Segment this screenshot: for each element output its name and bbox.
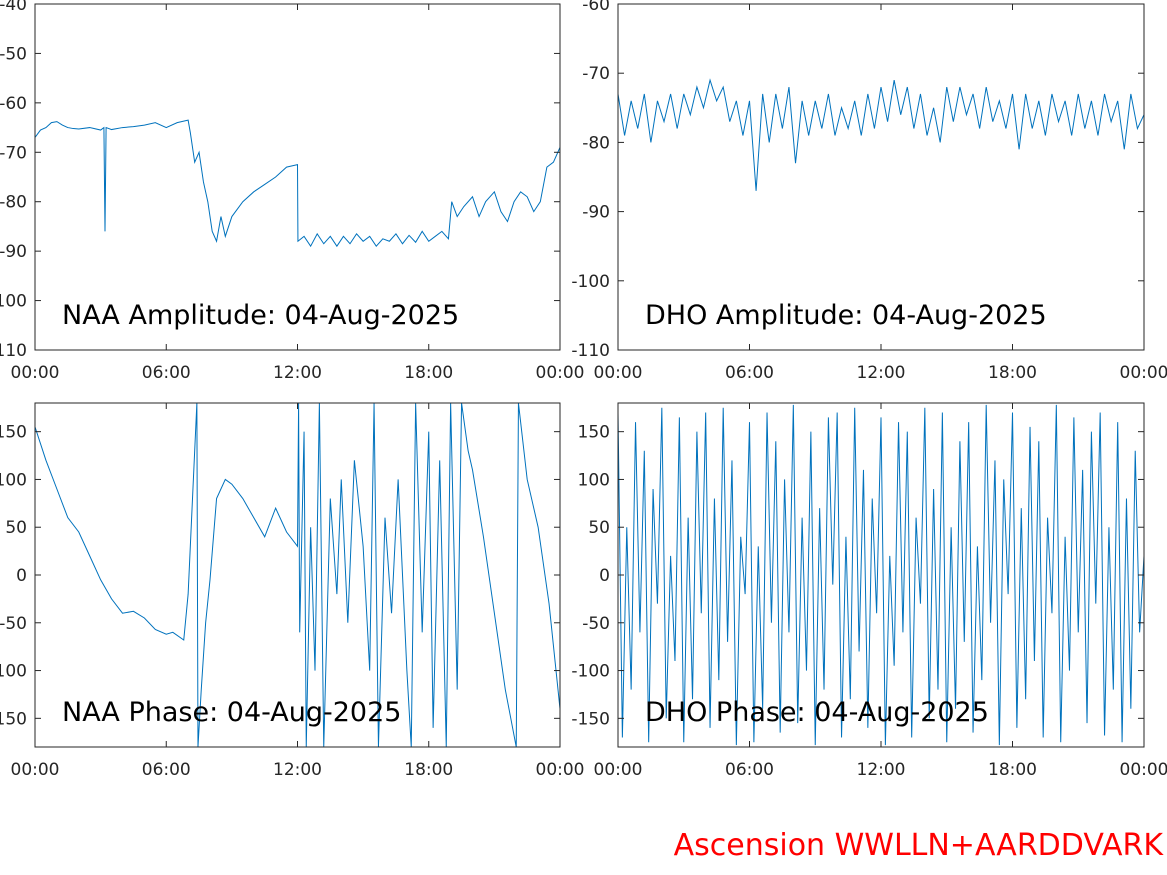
panel-annotation: NAA Amplitude: 04-Aug-2025	[62, 300, 459, 331]
y-tick-label: -50	[0, 44, 27, 64]
y-tick-label: -150	[0, 709, 27, 729]
plot-area	[618, 78, 1144, 191]
x-tick-label: 06:00	[142, 363, 191, 383]
data-line	[618, 404, 1144, 746]
y-tick-label: -80	[582, 133, 610, 153]
footer: Ascension WWLLN+AARDDVARK	[674, 828, 1165, 863]
panel-annotation: NAA Phase: 04-Aug-2025	[62, 697, 401, 728]
plot-area	[35, 119, 560, 248]
x-tick-label: 00:00	[594, 760, 643, 780]
y-tick-label: -150	[571, 709, 610, 729]
x-tick-label: 00:00	[11, 363, 60, 383]
data-line	[618, 78, 1144, 191]
x-tick-label: 00:00	[1120, 760, 1167, 780]
x-tick-label: 12:00	[857, 363, 906, 383]
x-tick-label: 06:00	[725, 760, 774, 780]
y-tick-label: -60	[582, 0, 610, 15]
y-tick-label: -100	[571, 272, 610, 292]
y-tick-label: 100	[578, 470, 610, 490]
y-tick-label: 50	[5, 518, 27, 538]
x-tick-label: 06:00	[142, 760, 191, 780]
y-tick-label: 100	[0, 470, 27, 490]
y-tick-label: 0	[599, 566, 610, 586]
x-tick-label: 00:00	[594, 363, 643, 383]
x-tick-label: 12:00	[273, 760, 322, 780]
x-tick-label: 12:00	[273, 363, 322, 383]
y-tick-label: -50	[582, 614, 610, 634]
x-tick-label: 18:00	[988, 363, 1037, 383]
y-tick-label: -70	[582, 64, 610, 84]
plot-area	[618, 404, 1144, 746]
data-line	[35, 119, 560, 248]
y-tick-label: -80	[0, 193, 27, 213]
axes-box	[617, 3, 1145, 351]
y-tick-label: -100	[571, 662, 610, 682]
y-tick-label: -60	[0, 94, 27, 114]
y-tick-label: -70	[0, 143, 27, 163]
axes-box	[34, 402, 561, 748]
y-tick-label: -110	[571, 341, 610, 361]
x-tick-label: 18:00	[988, 760, 1037, 780]
y-tick-label: 150	[0, 423, 27, 443]
y-tick-label: -40	[0, 0, 27, 15]
x-tick-label: 00:00	[11, 760, 60, 780]
x-tick-label: 00:00	[536, 363, 585, 383]
x-tick-label: 18:00	[404, 760, 453, 780]
y-tick-label: -50	[0, 614, 27, 634]
y-tick-label: -100	[0, 662, 27, 682]
y-tick-label: -90	[0, 242, 27, 262]
x-tick-label: 12:00	[857, 760, 906, 780]
y-tick-label: 150	[578, 423, 610, 443]
x-tick-label: 18:00	[404, 363, 453, 383]
y-tick-label: -110	[0, 341, 27, 361]
y-tick-label: 50	[588, 518, 610, 538]
panel-annotation: DHO Phase: 04-Aug-2025	[645, 697, 989, 728]
data-line	[35, 403, 560, 747]
plot-area	[35, 403, 560, 747]
x-tick-label: 06:00	[725, 363, 774, 383]
y-tick-label: -90	[582, 203, 610, 223]
y-tick-label: 0	[16, 566, 27, 586]
x-tick-label: 00:00	[536, 760, 585, 780]
x-tick-label: 00:00	[1120, 363, 1167, 383]
panel-annotation: DHO Amplitude: 04-Aug-2025	[645, 300, 1047, 331]
y-tick-label: -100	[0, 292, 27, 312]
